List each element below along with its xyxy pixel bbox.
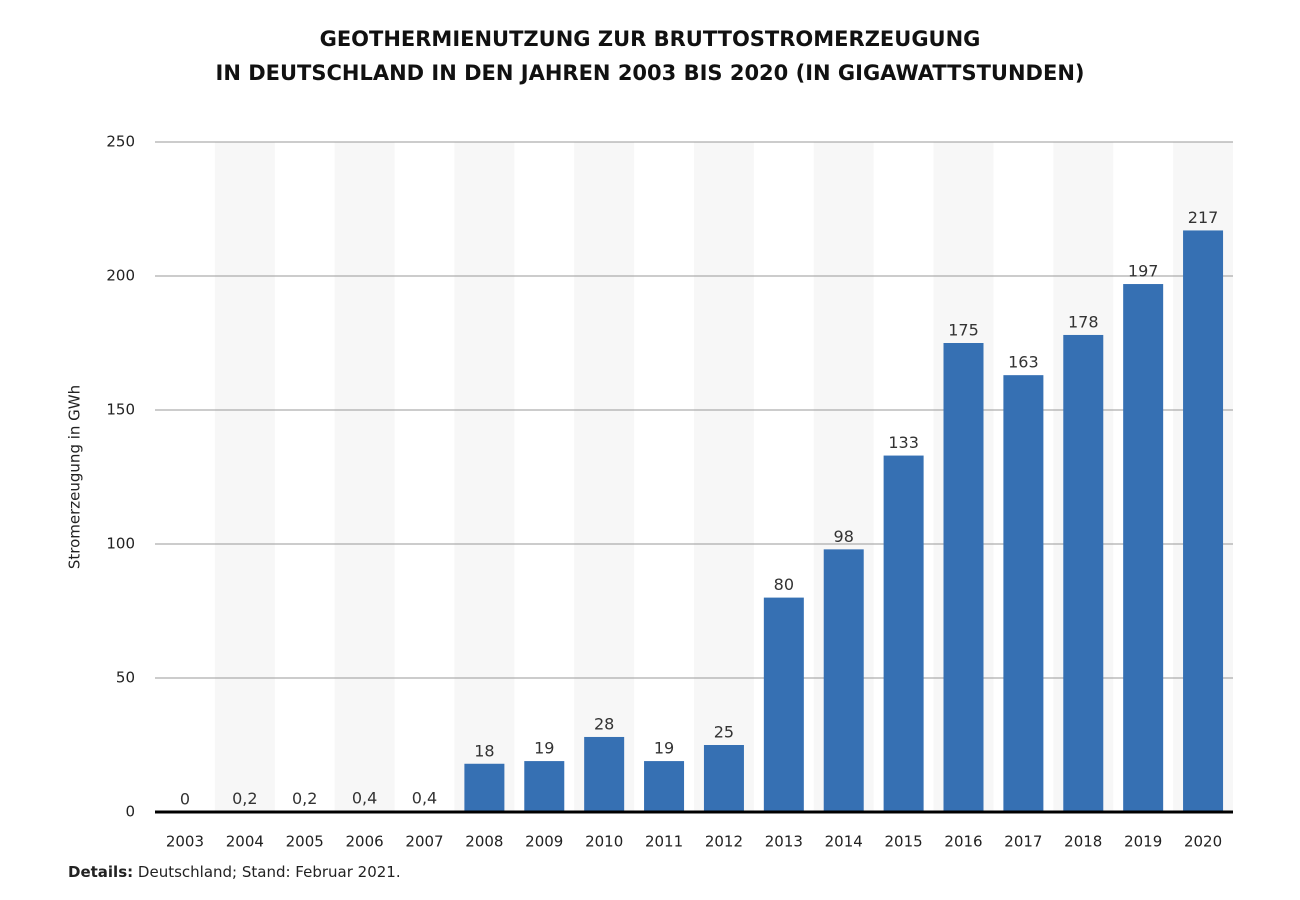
x-tick-label: 2013 <box>765 833 803 851</box>
x-tick-label: 2010 <box>585 833 623 851</box>
x-tick-label: 2016 <box>944 833 982 851</box>
value-label: 18 <box>474 741 494 760</box>
value-label: 0,2 <box>232 789 257 808</box>
x-tick-label: 2005 <box>286 833 324 851</box>
bar <box>943 343 984 812</box>
band-bg <box>454 142 515 812</box>
value-label: 19 <box>534 739 554 758</box>
value-label: 0,4 <box>352 788 377 807</box>
value-label: 28 <box>594 714 614 733</box>
bar <box>1123 284 1164 812</box>
value-label: 197 <box>1128 262 1159 281</box>
x-tick-label: 2006 <box>346 833 384 851</box>
value-label: 25 <box>714 723 734 742</box>
value-label: 98 <box>834 527 854 546</box>
y-axis-label: Stromerzeugung in GWh <box>66 385 84 569</box>
details-text: Deutschland; Stand: Februar 2021. <box>138 863 401 881</box>
y-tick-label: 150 <box>106 401 135 419</box>
band-bg <box>574 142 635 812</box>
chart-title: IN DEUTSCHLAND IN DEN JAHREN 2003 BIS 20… <box>216 61 1085 85</box>
chart-title: GEOTHERMIENUTZUNG ZUR BRUTTOSTROMERZEUGU… <box>320 27 981 51</box>
value-label: 178 <box>1068 312 1099 331</box>
x-tick-label: 2012 <box>705 833 743 851</box>
x-tick-label: 2015 <box>885 833 923 851</box>
value-label: 175 <box>948 321 979 340</box>
y-tick-label: 250 <box>106 133 135 151</box>
bar <box>644 761 685 812</box>
bar <box>1183 230 1224 812</box>
x-tick-label: 2014 <box>825 833 863 851</box>
y-tick-label: 100 <box>106 535 135 553</box>
band-bg <box>334 142 395 812</box>
bar <box>883 455 924 812</box>
y-tick-label: 50 <box>116 669 135 687</box>
y-tick-label: 200 <box>106 267 135 285</box>
value-label: 19 <box>654 739 674 758</box>
x-tick-label: 2019 <box>1124 833 1162 851</box>
x-tick-label: 2003 <box>166 833 204 851</box>
bar <box>584 736 625 812</box>
x-tick-label: 2007 <box>405 833 443 851</box>
value-label: 0,4 <box>412 788 437 807</box>
details-label: Details: <box>68 863 133 881</box>
x-tick-label: 2009 <box>525 833 563 851</box>
band-bg <box>214 142 275 812</box>
bar <box>524 761 565 812</box>
x-tick-label: 2018 <box>1064 833 1102 851</box>
bar <box>823 549 864 812</box>
value-label: 0,2 <box>292 789 317 808</box>
value-label: 133 <box>888 433 919 452</box>
value-label: 0 <box>180 790 190 809</box>
x-tick-label: 2008 <box>465 833 503 851</box>
details: Details: Deutschland; Stand: Februar 202… <box>68 863 401 881</box>
x-tick-label: 2011 <box>645 833 683 851</box>
x-tick-label: 2020 <box>1184 833 1222 851</box>
x-tick-label: 2017 <box>1004 833 1042 851</box>
bar <box>1003 375 1044 812</box>
y-tick-label: 0 <box>125 803 135 821</box>
bar <box>464 763 505 812</box>
value-label: 80 <box>774 575 794 594</box>
bar <box>703 745 744 812</box>
x-tick-label: 2004 <box>226 833 264 851</box>
value-label: 217 <box>1188 208 1219 227</box>
value-label: 163 <box>1008 353 1039 372</box>
bar <box>1063 334 1104 812</box>
bar <box>763 597 804 812</box>
band-bg <box>694 142 754 812</box>
